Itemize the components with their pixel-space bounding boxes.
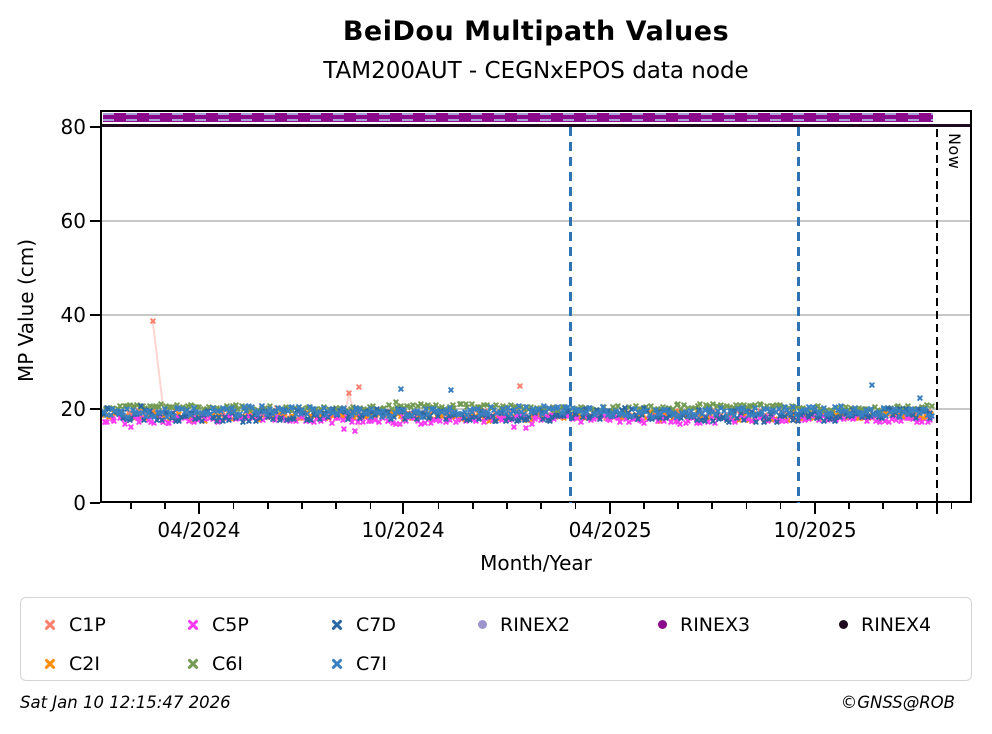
x-tick-minor xyxy=(301,503,303,509)
rinex2-band-lower xyxy=(103,119,933,121)
x-tick-minor xyxy=(437,503,440,509)
x-tick-minor xyxy=(164,503,167,509)
legend-label: C6I xyxy=(212,652,243,675)
gridline xyxy=(100,314,972,316)
legend-item-RINEX3: RINEX3 xyxy=(658,605,839,644)
chart-subtitle: TAM200AUT - CEGNxEPOS data node xyxy=(323,58,749,84)
x-tick-minor xyxy=(506,503,508,509)
legend-label: RINEX2 xyxy=(500,613,571,636)
x-tick-major xyxy=(402,503,405,514)
y-tick-label: 20 xyxy=(60,397,86,421)
legend-item-RINEX4: RINEX4 xyxy=(839,605,959,644)
dot-marker-icon xyxy=(839,620,848,629)
footer-timestamp: Sat Jan 10 12:15:47 2026 xyxy=(20,693,231,712)
x-marker-icon xyxy=(43,657,56,670)
legend-item-C5P: C5P xyxy=(186,605,330,644)
x-tick-major xyxy=(814,503,817,514)
x-tick-major xyxy=(197,503,200,514)
x-tick-label: 10/2025 xyxy=(773,518,857,542)
event-line xyxy=(568,127,572,503)
x-tick-minor xyxy=(848,503,850,509)
x-tick-minor xyxy=(916,503,919,509)
now-line xyxy=(935,129,939,503)
y-tick xyxy=(90,502,100,504)
plot-area xyxy=(100,110,972,503)
x-tick-minor xyxy=(130,503,132,509)
x-tick-minor xyxy=(472,503,474,509)
legend-label: C5P xyxy=(212,613,249,636)
x-tick-now xyxy=(936,503,939,514)
x-marker-icon xyxy=(330,657,343,670)
x-tick-minor xyxy=(574,503,577,509)
y-tick-label: 60 xyxy=(60,209,86,233)
legend-label: RINEX3 xyxy=(680,613,751,636)
x-tick-minor xyxy=(677,503,679,509)
x-tick-minor xyxy=(266,503,269,509)
x-tick-label: 10/2024 xyxy=(361,518,445,542)
legend-item-C7I: C7I xyxy=(330,644,478,683)
gridline xyxy=(100,220,972,222)
x-marker-icon xyxy=(330,618,343,631)
now-label: Now xyxy=(945,133,965,170)
x-tick-minor xyxy=(232,503,235,509)
y-tick-label: 80 xyxy=(60,115,86,139)
x-tick-minor xyxy=(711,503,713,509)
chart-title: BeiDou Multipath Values xyxy=(342,16,730,47)
rinex2-band xyxy=(103,113,933,115)
legend-item-C7D: C7D xyxy=(330,605,478,644)
x-tick-major xyxy=(609,503,612,514)
x-tick-minor xyxy=(642,503,645,509)
y-tick-label: 0 xyxy=(73,491,86,515)
dot-marker-icon xyxy=(478,620,487,629)
x-tick-minor xyxy=(540,503,543,509)
legend-label: C2I xyxy=(69,652,100,675)
y-tick xyxy=(90,126,100,128)
legend-empty-cell xyxy=(658,644,839,683)
x-axis-label: Month/Year xyxy=(480,551,592,575)
x-tick-minor xyxy=(882,503,884,509)
rinex4-row-and-80-line xyxy=(100,123,972,128)
legend-label: C7I xyxy=(356,652,387,675)
event-line xyxy=(796,127,800,503)
y-tick-label: 40 xyxy=(60,303,86,327)
x-tick-label: 04/2024 xyxy=(157,518,241,542)
x-marker-icon xyxy=(186,618,199,631)
y-tick xyxy=(90,314,100,316)
legend-label: C7D xyxy=(356,613,396,636)
x-tick-minor xyxy=(779,503,782,509)
legend-item-RINEX2: RINEX2 xyxy=(478,605,658,644)
legend-label: RINEX4 xyxy=(861,613,932,636)
legend: C1P C5P C7D RINEX2 RINEX3 RINEX4 C2I C6I C7I xyxy=(20,597,972,681)
x-tick-minor xyxy=(745,503,748,509)
x-tick-label: 04/2025 xyxy=(568,518,652,542)
legend-empty-cell xyxy=(839,644,959,683)
x-marker-icon xyxy=(186,657,199,670)
rinex3-band xyxy=(103,113,933,123)
x-tick-minor xyxy=(335,503,337,509)
footer-copyright: ©GNSS@ROB xyxy=(840,693,955,712)
legend-item-C6I: C6I xyxy=(186,644,330,683)
legend-item-C1P: C1P xyxy=(43,605,186,644)
x-tick-minor xyxy=(950,503,953,509)
legend-empty-cell xyxy=(478,644,658,683)
legend-item-C2I: C2I xyxy=(43,644,186,683)
legend-label: C1P xyxy=(69,613,106,636)
x-tick-minor xyxy=(369,503,372,509)
dot-marker-icon xyxy=(658,620,667,629)
x-marker-icon xyxy=(43,618,56,631)
y-tick xyxy=(90,408,100,410)
y-tick xyxy=(90,220,100,222)
